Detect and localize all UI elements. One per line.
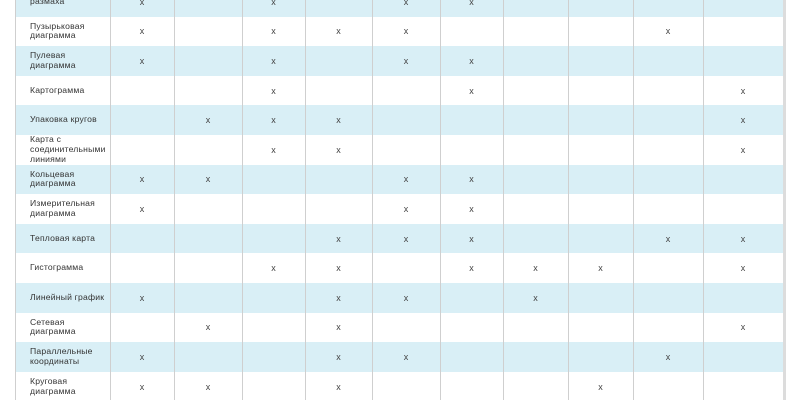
column-divider xyxy=(372,0,373,400)
cell-mark: x xyxy=(271,55,276,66)
cell-mark: x xyxy=(139,174,145,185)
cell-mark: x xyxy=(139,351,145,362)
row-label: Гистограмма xyxy=(30,262,84,273)
cell-mark: x xyxy=(336,233,341,244)
table-row: Сетевая диаграмма x x x xyxy=(15,313,783,343)
cell-mark: x xyxy=(271,0,276,7)
cell-mark: x xyxy=(740,144,746,155)
cell-mark: x xyxy=(336,115,341,126)
table-row: Кольцевая диаграмма x x x x xyxy=(15,164,783,195)
table-row: размаха x x x x xyxy=(15,0,783,17)
cell-mark: x xyxy=(403,351,409,362)
row-label: Кольцевая диаграмма xyxy=(30,168,76,189)
cell-mark: x xyxy=(665,26,671,37)
cell-mark: x xyxy=(469,233,474,244)
cell-mark: x xyxy=(403,55,409,66)
table-row: Пулевая диаграмма x x x x xyxy=(15,46,783,76)
cell-mark: x xyxy=(403,292,409,303)
cell-mark: x xyxy=(139,292,145,303)
row-label: Упаковка кругов xyxy=(30,114,97,125)
chart-types-table: размаха x x x x Пузырьковая диаграмма x x x x x Пул… xyxy=(15,0,783,401)
cell-mark: x xyxy=(336,292,341,303)
column-divider xyxy=(568,0,569,400)
row-label: Пузырьковая диаграмма xyxy=(30,20,85,41)
cell-mark: x xyxy=(469,174,474,185)
row-label: Параллельные координаты xyxy=(30,346,93,366)
cell-mark: x xyxy=(271,26,276,37)
cell-mark: x xyxy=(336,351,341,362)
cell-mark: x xyxy=(139,381,145,392)
table-right-border xyxy=(783,0,786,400)
table-row: Упаковка кругов x x x x xyxy=(15,105,783,135)
cell-mark: x xyxy=(469,85,474,96)
cell-mark: x xyxy=(336,263,341,274)
cell-mark: x xyxy=(139,203,145,214)
row-label: размаха xyxy=(30,0,65,6)
cell-mark: x xyxy=(740,85,746,96)
table-row: Измерительная диаграмма x x x xyxy=(15,194,783,224)
table-row: Тепловая карта x x x x x xyxy=(15,223,783,254)
row-label: Сетевая диаграмма xyxy=(30,316,76,337)
cell-mark: x xyxy=(740,263,746,274)
row-label: Пулевая диаграмма xyxy=(30,50,76,70)
column-divider xyxy=(633,0,634,400)
cell-mark: x xyxy=(271,115,276,126)
table-row: Карта с соединительными линиями x x x xyxy=(15,135,783,165)
cell-mark: x xyxy=(533,292,538,303)
cell-mark: x xyxy=(533,263,538,274)
cell-mark: x xyxy=(740,115,746,126)
cell-mark: x xyxy=(271,144,276,155)
row-label: Тепловая карта xyxy=(30,232,96,243)
cell-mark: x xyxy=(665,233,671,244)
table-row: Круговая диаграмма x x x x xyxy=(15,372,783,401)
cell-mark: x xyxy=(403,0,409,7)
cell-mark: x xyxy=(469,263,474,274)
cell-mark: x xyxy=(598,381,603,392)
column-divider xyxy=(440,0,441,400)
cell-mark: x xyxy=(336,381,341,392)
row-label: Измерительная диаграмма xyxy=(30,198,95,218)
cell-mark: x xyxy=(740,233,746,244)
cell-mark: x xyxy=(336,322,341,333)
cell-mark: x xyxy=(205,381,211,392)
cell-mark: x xyxy=(403,174,409,185)
cell-mark: x xyxy=(271,85,276,96)
cell-mark: x xyxy=(205,174,211,185)
cell-mark: x xyxy=(336,26,341,37)
cell-mark: x xyxy=(139,0,145,7)
cell-mark: x xyxy=(271,263,276,274)
table-row: Картограмма x x x xyxy=(15,76,783,106)
cell-mark: x xyxy=(469,203,474,214)
cell-mark: x xyxy=(336,144,341,155)
cell-mark: x xyxy=(403,203,409,214)
table-row: Гистограмма x x x x x x xyxy=(15,253,783,283)
cell-mark: x xyxy=(598,263,603,274)
column-divider xyxy=(703,0,704,400)
column-divider xyxy=(503,0,504,400)
cell-mark: x xyxy=(665,351,671,362)
column-divider xyxy=(110,0,111,400)
row-label: Круговая диаграмма xyxy=(30,375,76,396)
cell-mark: x xyxy=(205,322,211,333)
column-divider xyxy=(174,0,175,400)
cell-mark: x xyxy=(469,55,474,66)
column-divider xyxy=(242,0,243,400)
cell-mark: x xyxy=(139,26,145,37)
table-row: Пузырьковая диаграмма x x x x x xyxy=(15,17,783,47)
cell-mark: x xyxy=(403,233,409,244)
column-divider xyxy=(305,0,306,400)
cell-mark: x xyxy=(469,0,474,7)
cell-mark: x xyxy=(740,322,746,333)
row-label: Карта с соединительными линиями xyxy=(30,134,106,164)
table-row: Линейный график x x x x xyxy=(15,282,783,313)
table-row: Параллельные координаты x x x x xyxy=(15,342,783,372)
cell-mark: x xyxy=(205,115,211,126)
table-left-border xyxy=(15,0,16,400)
cell-mark: x xyxy=(139,55,145,66)
row-label: Линейный график xyxy=(30,291,105,302)
row-label: Картограмма xyxy=(30,84,85,95)
cell-mark: x xyxy=(403,26,409,37)
